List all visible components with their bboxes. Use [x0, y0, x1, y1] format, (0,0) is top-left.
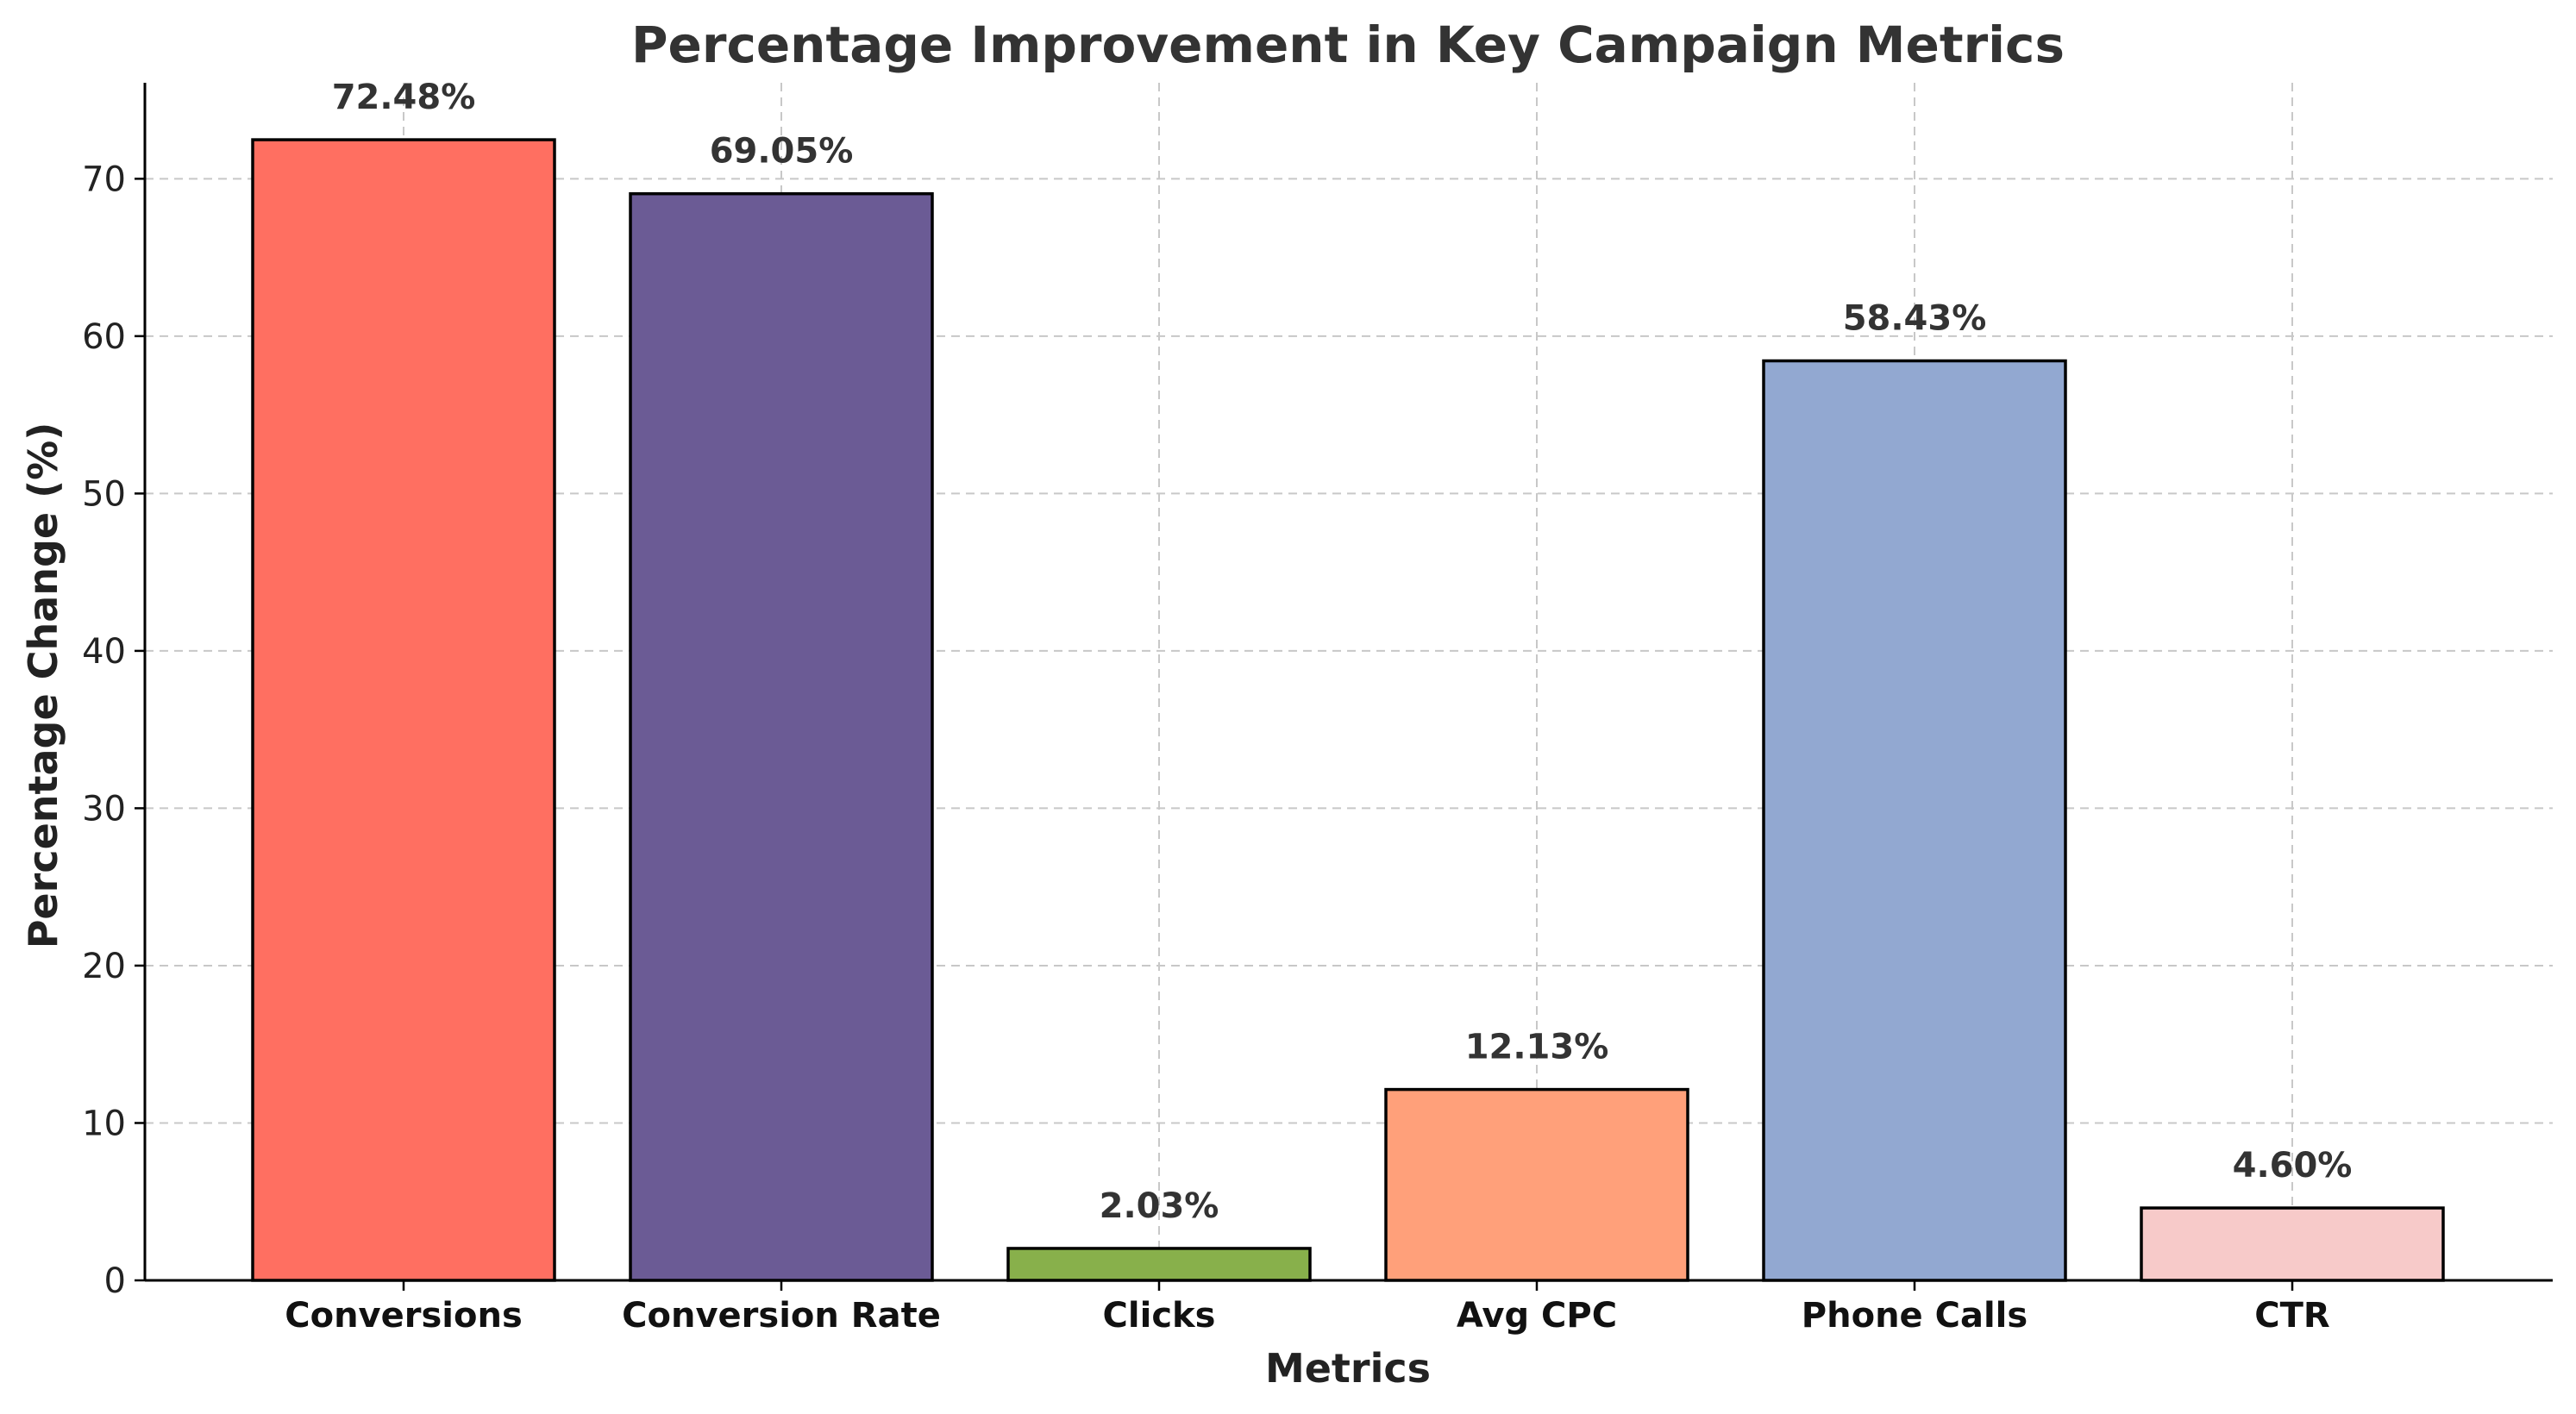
- y-tick-label: 30: [82, 789, 126, 829]
- y-tick-label: 50: [82, 474, 126, 514]
- bars: [251, 138, 2445, 1282]
- y-tick-label: 10: [82, 1104, 126, 1143]
- bar-value-label: 69.05%: [710, 132, 854, 172]
- x-tick-label: Clicks: [1103, 1296, 1216, 1336]
- y-axis-label: Percentage Change (%): [20, 422, 66, 949]
- x-axis-label: Metrics: [1265, 1345, 1431, 1392]
- bar-value-label: 4.60%: [2233, 1146, 2353, 1186]
- y-tick-label: 60: [82, 317, 126, 357]
- y-axis-ticks: 0 10 20 30 40 50 60 70: [82, 160, 145, 1301]
- y-tick-label: 40: [82, 632, 126, 672]
- x-tick-label: CTR: [2254, 1296, 2329, 1336]
- y-tick-label: 0: [104, 1261, 126, 1301]
- chart-title: Percentage Improvement in Key Campaign M…: [631, 16, 2065, 74]
- y-tick-label: 70: [82, 160, 126, 199]
- bar-value-label: 12.13%: [1465, 1028, 1609, 1067]
- y-tick-label: 20: [82, 947, 126, 986]
- bar-phone-calls: [1762, 359, 2067, 1282]
- bar-ctr: [2140, 1206, 2445, 1282]
- x-tick-label: Conversions: [285, 1296, 523, 1336]
- x-tick-label: Phone Calls: [1802, 1296, 2028, 1336]
- bar-value-label: 72.48%: [332, 78, 476, 117]
- x-tick-label: Conversion Rate: [622, 1296, 941, 1336]
- bar-conversion-rate: [629, 191, 934, 1282]
- bar-clicks: [1006, 1247, 1312, 1282]
- axes: [143, 83, 2553, 1282]
- x-axis-ticks: Conversions Conversion Rate Clicks Avg CPC P…: [285, 1280, 2330, 1336]
- bar-avg-cpc: [1384, 1087, 1689, 1282]
- bar-value-label: 58.43%: [1843, 299, 1987, 339]
- bar-value-label: 2.03%: [1100, 1186, 1219, 1226]
- x-tick-label: Avg CPC: [1457, 1296, 1617, 1336]
- bar-conversions: [251, 138, 556, 1282]
- bar-value-labels: 72.48% 69.05% 2.03% 12.13% 58.43% 4.60%: [332, 78, 2353, 1226]
